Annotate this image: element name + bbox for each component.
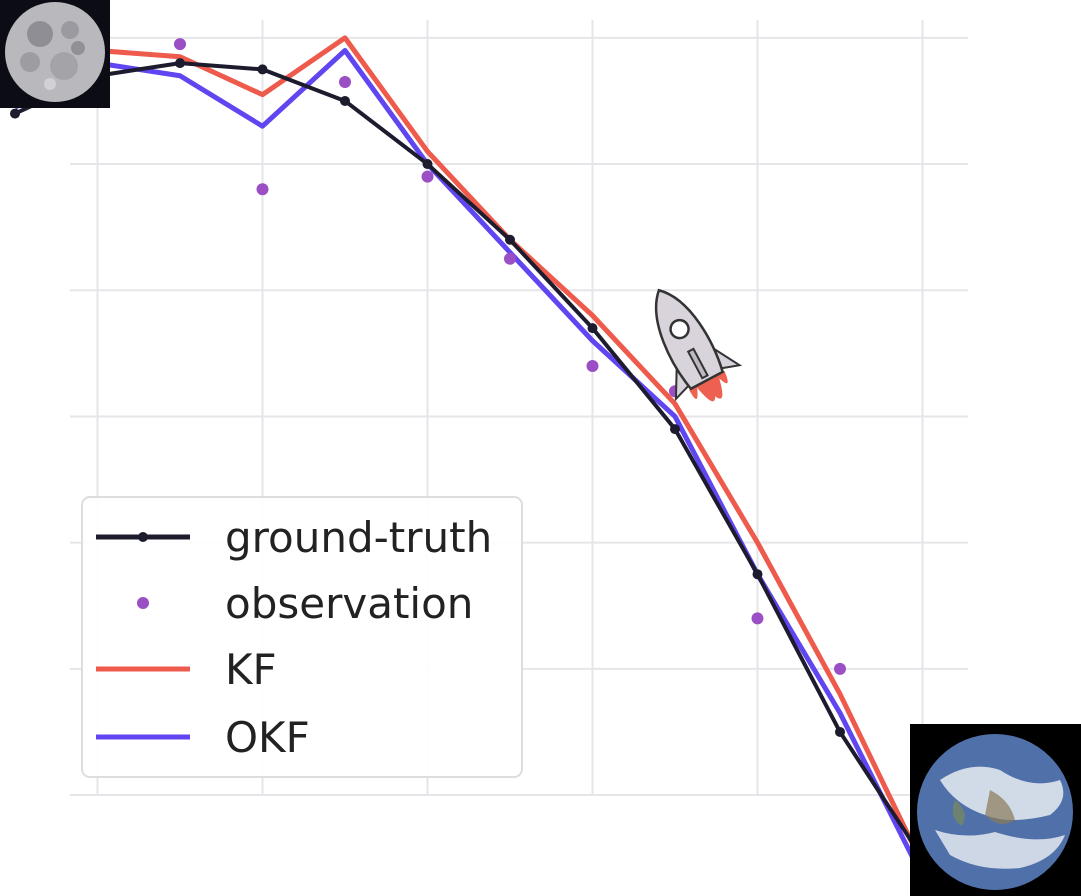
legend-ground-truth-marker — [138, 532, 148, 542]
series-point-ground-truth-9 — [752, 569, 763, 580]
series-point-ground-truth-2 — [175, 58, 185, 69]
series-point-observation-2 — [174, 38, 186, 51]
legend-kf-label: KF — [225, 645, 277, 694]
series-point-observation-5 — [421, 170, 434, 183]
series-point-ground-truth-0 — [10, 108, 20, 119]
series-point-ground-truth-7 — [587, 323, 598, 334]
series-point-observation-9 — [751, 612, 764, 625]
series-point-ground-truth-5 — [422, 159, 433, 170]
series-point-observation-10 — [834, 662, 846, 675]
series-point-ground-truth-3 — [257, 64, 268, 75]
legend: ground-truth observation KF OKF — [81, 496, 523, 778]
series-point-ground-truth-6 — [505, 234, 515, 245]
legend-observation-marker — [137, 597, 149, 609]
legend-ground-truth-label: ground-truth — [225, 513, 492, 562]
series-point-ground-truth-10 — [835, 726, 845, 737]
series-point-ground-truth-8 — [670, 424, 680, 435]
legend-observation-label: observation — [225, 579, 473, 628]
series-point-ground-truth-4 — [340, 95, 350, 106]
moon-image — [0, 0, 110, 108]
series-line-okf — [13, 47, 955, 896]
legend-box — [81, 496, 523, 778]
series-point-observation-4 — [339, 76, 351, 89]
legend-okf-label: OKF — [225, 713, 310, 762]
series-point-observation-3 — [256, 183, 269, 196]
series-point-observation-7 — [586, 359, 599, 372]
rocket-icon — [654, 288, 743, 402]
series-point-observation-6 — [504, 252, 516, 265]
earth-image — [910, 724, 1081, 896]
